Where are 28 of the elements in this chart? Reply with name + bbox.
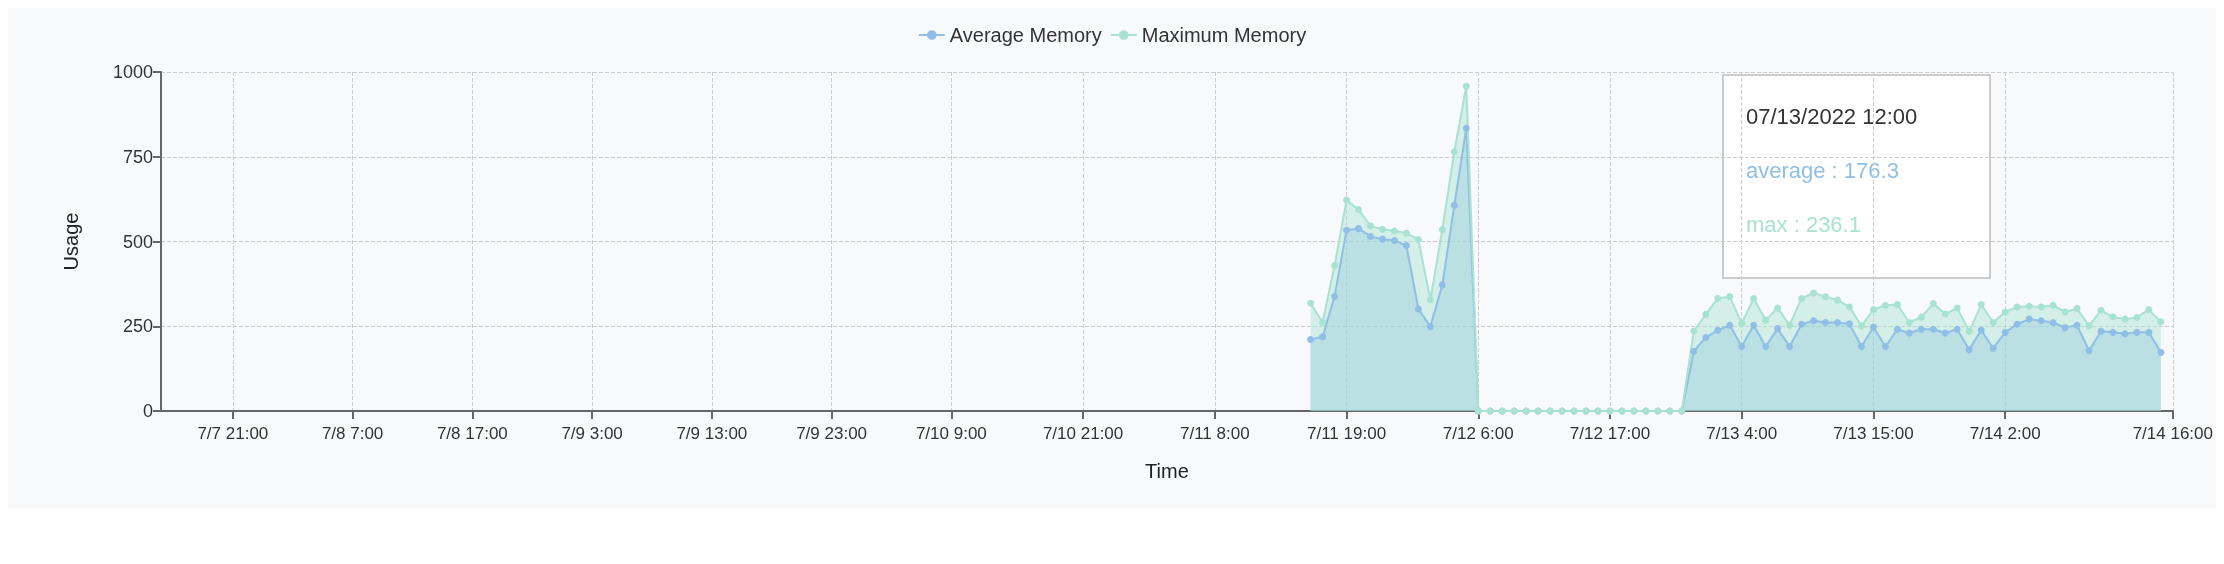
annotation: max : 236.1 bbox=[1746, 211, 1861, 237]
y-axis-title: Usage bbox=[60, 212, 82, 271]
legend-label: Maximum Memory bbox=[1141, 24, 1307, 46]
x-tick-label: 7/13 4:00 bbox=[1706, 424, 1778, 443]
x-tick-label: 7/13 15:00 bbox=[1833, 424, 1914, 443]
x-tick-label: 7/11 8:00 bbox=[1179, 424, 1250, 443]
x-tick-label: 7/9 3:00 bbox=[561, 424, 623, 443]
y-tick-label: 250 bbox=[122, 316, 153, 337]
x-tick-label: 7/9 13:00 bbox=[676, 424, 748, 443]
annotation: 07/13/2022 12:00 bbox=[1746, 103, 1918, 129]
y-tick-label: 500 bbox=[122, 231, 153, 252]
x-tick-label: 7/11 19:00 bbox=[1306, 424, 1387, 443]
y-tick-label: 750 bbox=[122, 146, 153, 167]
x-axis-title: Time bbox=[1145, 460, 1189, 482]
x-tick-label: 7/10 9:00 bbox=[915, 424, 987, 443]
x-tick-label: 7/8 17:00 bbox=[436, 424, 508, 443]
legend-label: Average Memory bbox=[949, 24, 1102, 46]
x-tick-label: 7/10 21:00 bbox=[1042, 424, 1124, 443]
y-tick-label: 1000 bbox=[112, 62, 153, 82]
x-tick-label: 7/7 21:00 bbox=[197, 424, 269, 443]
annotation: average : 176.3 bbox=[1746, 157, 1899, 183]
x-tick-label: 7/12 6:00 bbox=[1442, 424, 1514, 443]
x-tick-label: 7/14 2:00 bbox=[1969, 424, 2041, 443]
x-tick-label: 7/9 23:00 bbox=[796, 424, 868, 443]
y-tick-label: 0 bbox=[142, 401, 153, 421]
x-tick-label: 7/14 16:00 bbox=[2132, 424, 2213, 443]
x-tick-label: 7/12 17:00 bbox=[1569, 424, 1651, 443]
x-tick-label: 7/8 7:00 bbox=[321, 424, 384, 443]
